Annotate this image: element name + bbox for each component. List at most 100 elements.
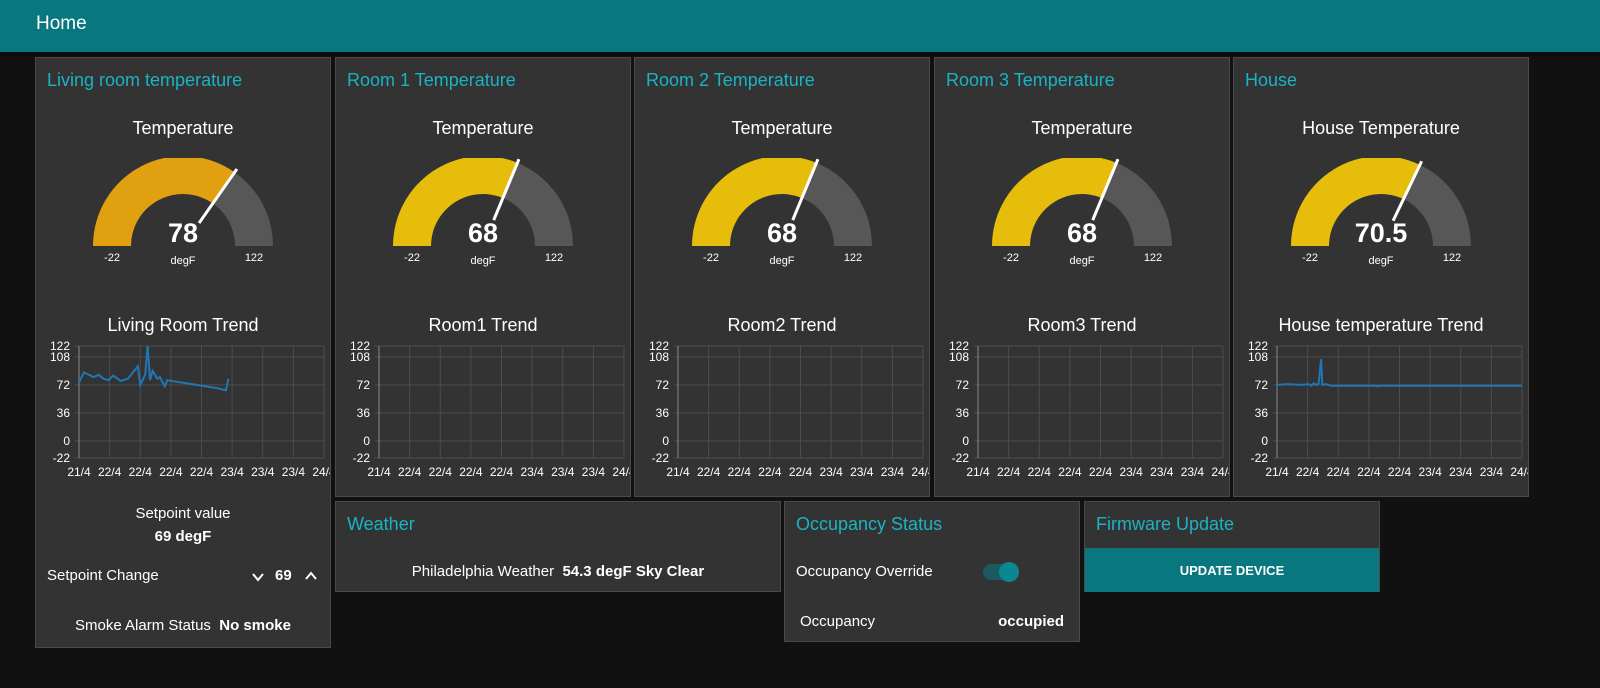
x-tick-label: 21/4	[666, 465, 690, 479]
gauge-needle	[197, 168, 239, 224]
panel-room-1: Room 1 Temperature Temperature 68 degF -22…	[335, 57, 631, 497]
x-tick-label: 23/4	[1119, 465, 1143, 479]
y-tick-label: 72	[357, 378, 371, 392]
smoke-status-value: No smoke	[219, 617, 291, 634]
x-tick-label: 24/4	[612, 465, 630, 479]
gauge-units: degF	[170, 255, 195, 267]
x-tick-label: 23/4	[251, 465, 275, 479]
y-tick-label: 122	[50, 339, 70, 353]
update-device-button[interactable]: UPDATE DEVICE	[1085, 548, 1379, 592]
occupancy-override-toggle[interactable]	[983, 562, 1019, 582]
gauge-min-label: -22	[104, 252, 120, 264]
y-tick-label: 122	[350, 339, 370, 353]
x-tick-label: 22/4	[98, 465, 122, 479]
x-tick-label: 21/4	[966, 465, 990, 479]
trend-title: Room1 Trend	[428, 315, 538, 335]
y-tick-label: 72	[656, 378, 670, 392]
occupancy-override-label: Occupancy Override	[796, 563, 933, 580]
top-bar: Home	[0, 0, 1600, 52]
x-tick-label: 22/4	[1028, 465, 1052, 479]
y-tick-label: 72	[57, 378, 71, 392]
x-tick-label: 23/4	[551, 465, 575, 479]
gauge-max-label: 122	[1144, 252, 1162, 264]
x-tick-label: 22/4	[728, 465, 752, 479]
x-tick-label: 23/4	[1150, 465, 1174, 479]
x-tick-label: 23/4	[881, 465, 905, 479]
temperature-gauge: 78 degF -22 122	[93, 158, 273, 267]
gauge-value: 68	[767, 218, 797, 248]
chevron-down-icon[interactable]	[250, 569, 266, 585]
y-tick-label: 36	[1255, 406, 1269, 420]
x-tick-label: 23/4	[582, 465, 606, 479]
gauge-fill	[692, 158, 817, 246]
gauge-min-label: -22	[1003, 252, 1019, 264]
chevron-up-icon[interactable]	[303, 568, 319, 584]
gauge-needle	[791, 158, 820, 221]
gauge-fill	[393, 158, 518, 246]
x-tick-label: 22/4	[398, 465, 422, 479]
x-tick-label: 22/4	[789, 465, 813, 479]
y-tick-label: -22	[952, 451, 970, 465]
setpoint-change-label: Setpoint Change	[47, 567, 159, 584]
panel-title: Occupancy Status	[796, 514, 943, 534]
gauge-value: 70.5	[1355, 218, 1408, 248]
gauge-value: 78	[168, 218, 198, 248]
panel-house: House House Temperature 70.5 degF -22 122 H…	[1233, 57, 1529, 497]
gauge-min-label: -22	[404, 252, 420, 264]
toggle-knob	[999, 562, 1019, 582]
y-tick-label: 0	[363, 434, 370, 448]
panel-title: House	[1245, 70, 1298, 90]
panel-room-3: Room 3 Temperature Temperature 68 degF -22…	[934, 57, 1230, 497]
x-tick-label: 24/4	[911, 465, 929, 479]
temperature-gauge: 68 degF -22 122	[393, 158, 573, 267]
panel-firmware: Firmware Update UPDATE DEVICE	[1084, 501, 1380, 592]
trend-chart: 21/4 22/4 22/4 22/4 22/4 23/4 23/4 23/4 24/4 1221…	[350, 339, 630, 479]
gauge-title: Temperature	[432, 118, 534, 138]
x-tick-label: 22/4	[1357, 465, 1381, 479]
trend-title: Living Room Trend	[107, 315, 259, 335]
weather-value: 54.3 degF Sky Clear	[562, 563, 705, 580]
x-tick-label: 23/4	[1418, 465, 1442, 479]
panel-title: Weather	[347, 514, 415, 534]
x-tick-label: 23/4	[1181, 465, 1205, 479]
gauge-fill	[992, 158, 1117, 246]
y-tick-label: 0	[962, 434, 969, 448]
x-tick-label: 23/4	[1449, 465, 1473, 479]
x-tick-label: 22/4	[1058, 465, 1082, 479]
smoke-status-label: Smoke Alarm Status	[75, 617, 211, 634]
y-tick-label: 108	[350, 350, 370, 364]
temperature-gauge: 68 degF -22 122	[692, 158, 872, 267]
gauge-value: 68	[1067, 218, 1097, 248]
gauge-value: 68	[468, 218, 498, 248]
panel-title: Room 3 Temperature	[946, 70, 1115, 90]
gauge-max-label: 122	[545, 252, 563, 264]
trend-chart: 21/4 22/4 22/4 22/4 22/4 23/4 23/4 23/4 24/4 1221…	[949, 339, 1229, 479]
x-tick-label: 23/4	[819, 465, 843, 479]
series-line-0	[78, 345, 230, 392]
setpoint-change-value: 69	[275, 567, 292, 584]
y-tick-label: 36	[357, 406, 371, 420]
trend-chart: 21/4 22/4 22/4 22/4 22/4 23/4 23/4 23/4 24/4 1221…	[50, 339, 330, 479]
x-tick-label: 23/4	[220, 465, 244, 479]
occupancy-value: occupied	[998, 613, 1064, 630]
x-tick-label: 24/4	[1510, 465, 1528, 479]
x-tick-label: 22/4	[129, 465, 153, 479]
setpoint-label: Setpoint value	[135, 505, 231, 522]
trend-title: Room3 Trend	[1027, 315, 1137, 335]
smoke-status-row: Smoke Alarm Status No smoke	[36, 617, 330, 634]
y-tick-label: 122	[649, 339, 669, 353]
gauge-fill	[1291, 158, 1420, 246]
temperature-gauge: 68 degF -22 122	[992, 158, 1172, 267]
x-tick-label: 22/4	[459, 465, 483, 479]
y-tick-label: 108	[649, 350, 669, 364]
gauge-min-label: -22	[1302, 252, 1318, 264]
x-tick-label: 22/4	[429, 465, 453, 479]
y-tick-label: 72	[1255, 378, 1269, 392]
x-tick-label: 22/4	[697, 465, 721, 479]
trend-title: Room2 Trend	[727, 315, 837, 335]
x-tick-label: 24/4	[312, 465, 330, 479]
gauge-units: degF	[470, 255, 495, 267]
weather-label: Philadelphia Weather	[411, 563, 555, 580]
x-tick-label: 21/4	[367, 465, 391, 479]
x-tick-label: 22/4	[1327, 465, 1351, 479]
